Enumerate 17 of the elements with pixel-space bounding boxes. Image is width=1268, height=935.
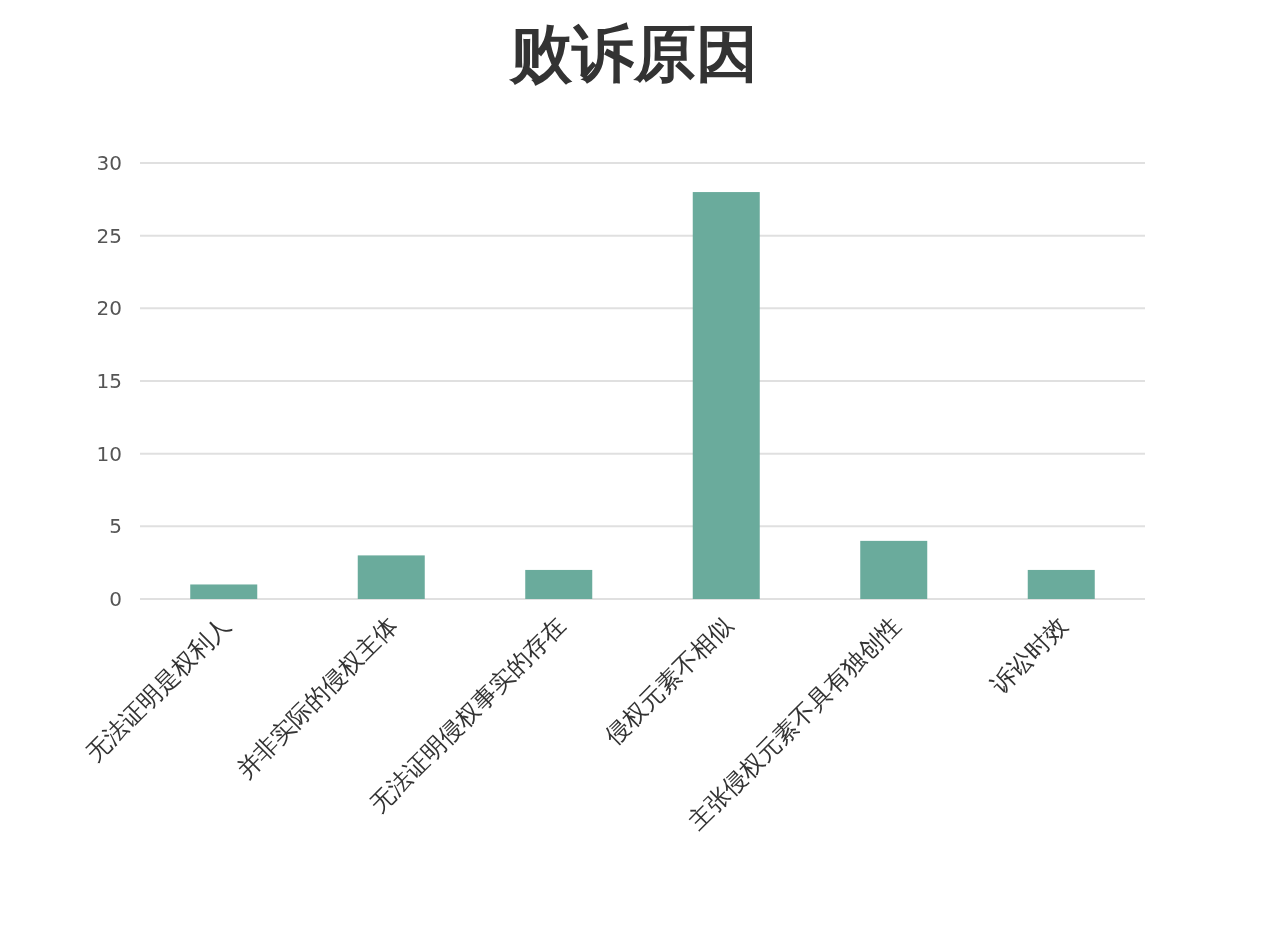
y-tick-label: 10 — [96, 441, 122, 466]
y-tick-label: 0 — [109, 587, 122, 611]
x-tick-label: 无法证明是权利人 — [80, 611, 236, 768]
x-tick-label: 侵权元素不相似 — [599, 610, 740, 751]
bar — [692, 192, 760, 599]
bar — [190, 584, 258, 599]
y-tick-label: 20 — [96, 296, 122, 321]
x-tick-label: 诉讼时效 — [985, 611, 1074, 700]
bar — [525, 569, 593, 599]
y-tick-label: 5 — [109, 514, 122, 539]
bar — [860, 540, 928, 599]
y-tick-label: 15 — [96, 369, 122, 393]
y-tick-label: 25 — [96, 223, 122, 248]
bar — [357, 555, 425, 599]
y-tick-label: 30 — [96, 151, 122, 175]
bar — [1027, 569, 1095, 599]
chart-title: 败诉原因 — [508, 17, 758, 90]
